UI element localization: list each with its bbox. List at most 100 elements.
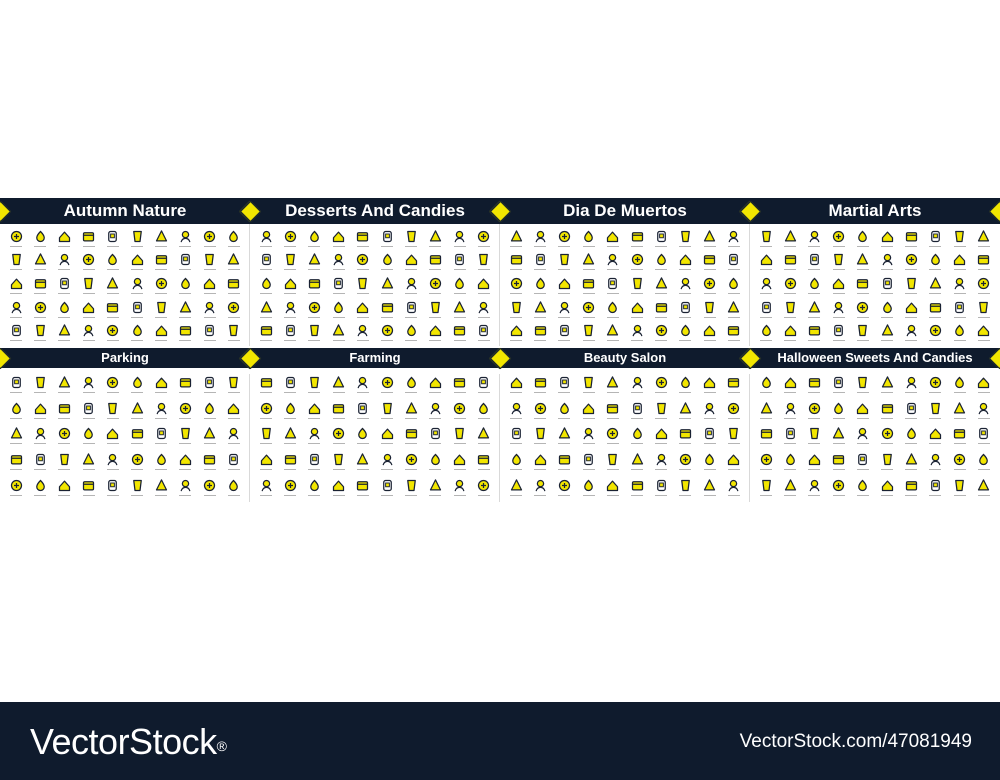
- plus-circle-icon: [881, 428, 893, 440]
- icon-cell: [254, 226, 278, 250]
- house-icon: [881, 231, 893, 242]
- icon-caption-line: [82, 269, 95, 271]
- device-icon: [535, 254, 545, 266]
- icon-cell: [923, 226, 947, 250]
- triangle-icon: [454, 300, 466, 313]
- icon-cell: [802, 273, 826, 297]
- icon-cell: [375, 273, 399, 297]
- icon-cell: [278, 297, 302, 321]
- panel-header-bar: [0, 198, 250, 224]
- icon-caption-line: [284, 292, 297, 294]
- icon-cell: [472, 423, 496, 449]
- cup-icon: [431, 301, 440, 313]
- device-icon: [358, 402, 368, 414]
- icon-caption-line: [953, 443, 966, 445]
- cup-icon: [310, 325, 319, 337]
- icon-caption-line: [881, 340, 894, 342]
- cup-icon: [35, 325, 45, 337]
- icon-cell: [149, 320, 173, 344]
- plus-circle-icon: [808, 402, 821, 414]
- icon-cell: [577, 448, 601, 474]
- icon-cell: [649, 226, 673, 250]
- icon-caption-line: [58, 443, 71, 445]
- icon-caption-line: [260, 292, 273, 294]
- icon-caption-line: [405, 443, 418, 445]
- icon-cell: [875, 448, 899, 474]
- icon-caption-line: [534, 245, 547, 247]
- icon-cell: [899, 226, 923, 250]
- icon-caption-line: [582, 269, 595, 271]
- icon-caption-line: [953, 316, 966, 318]
- plus-circle-icon: [478, 230, 490, 242]
- card-icon: [405, 429, 417, 439]
- icon-cell: [827, 448, 851, 474]
- house-icon: [357, 302, 369, 313]
- house-icon: [58, 480, 71, 492]
- house-icon: [760, 254, 772, 266]
- person-icon: [882, 254, 893, 266]
- icon-caption-line: [977, 340, 990, 342]
- drop-icon: [60, 301, 69, 313]
- icon-caption-line: [582, 245, 595, 247]
- icon-cell: [423, 320, 447, 344]
- icon-caption-line: [558, 245, 571, 247]
- card-icon: [83, 231, 95, 242]
- icon-cell: [673, 226, 697, 250]
- icon-cell: [577, 474, 601, 500]
- icon-caption-line: [131, 245, 144, 247]
- icon-cell: [351, 474, 375, 500]
- icon-cell: [351, 320, 375, 344]
- icon-cell: [827, 320, 851, 344]
- panel-martial-arts: Martial Arts: [739, 198, 1000, 346]
- drop-icon: [479, 402, 489, 414]
- icon-caption-line: [308, 391, 321, 393]
- icon-caption-line: [179, 292, 192, 294]
- card-icon: [728, 378, 740, 388]
- icon-cell: [875, 397, 899, 423]
- icon-cell: [827, 273, 851, 297]
- icon-caption-line: [582, 469, 595, 471]
- icon-caption-line: [34, 316, 47, 318]
- icon-cell: [399, 273, 423, 297]
- person-icon: [180, 479, 191, 492]
- plus-circle-icon: [357, 254, 369, 266]
- icon-cell: [851, 448, 875, 474]
- icon-cell: [448, 448, 472, 474]
- icon-caption-line: [260, 340, 273, 342]
- icon-cell: [448, 273, 472, 297]
- icon-cell: [198, 397, 222, 423]
- icon-cell: [448, 423, 472, 449]
- icon-cell: [198, 250, 222, 274]
- cup-icon: [858, 325, 868, 337]
- drop-icon: [785, 453, 795, 466]
- icon-caption-line: [284, 391, 297, 393]
- cup-icon: [632, 277, 642, 290]
- icon-cell: [504, 423, 528, 449]
- icon-caption-line: [332, 417, 345, 419]
- person-icon: [180, 230, 191, 243]
- triangle-icon: [284, 427, 296, 439]
- panel-divider: [249, 224, 250, 346]
- icon-cell: [149, 273, 173, 297]
- icon-cell: [4, 273, 28, 297]
- house-icon: [607, 231, 619, 242]
- icon-caption-line: [308, 469, 321, 471]
- device-icon: [479, 325, 489, 337]
- icon-cell: [302, 448, 326, 474]
- icon-caption-line: [10, 292, 23, 294]
- card-icon: [155, 255, 167, 265]
- icon-caption-line: [655, 443, 668, 445]
- cup-icon: [656, 402, 666, 414]
- icon-cell: [52, 371, 76, 397]
- drop-icon: [310, 479, 319, 492]
- icon-cell: [278, 250, 302, 274]
- house-icon: [308, 403, 321, 414]
- icon-cell: [504, 397, 528, 423]
- icon-caption-line: [606, 495, 619, 497]
- icon-cell: [302, 226, 326, 250]
- icon-cell: [472, 371, 496, 397]
- person-icon: [59, 254, 70, 266]
- plus-circle-icon: [607, 428, 619, 440]
- plus-circle-icon: [728, 402, 740, 414]
- drop-icon: [955, 376, 965, 389]
